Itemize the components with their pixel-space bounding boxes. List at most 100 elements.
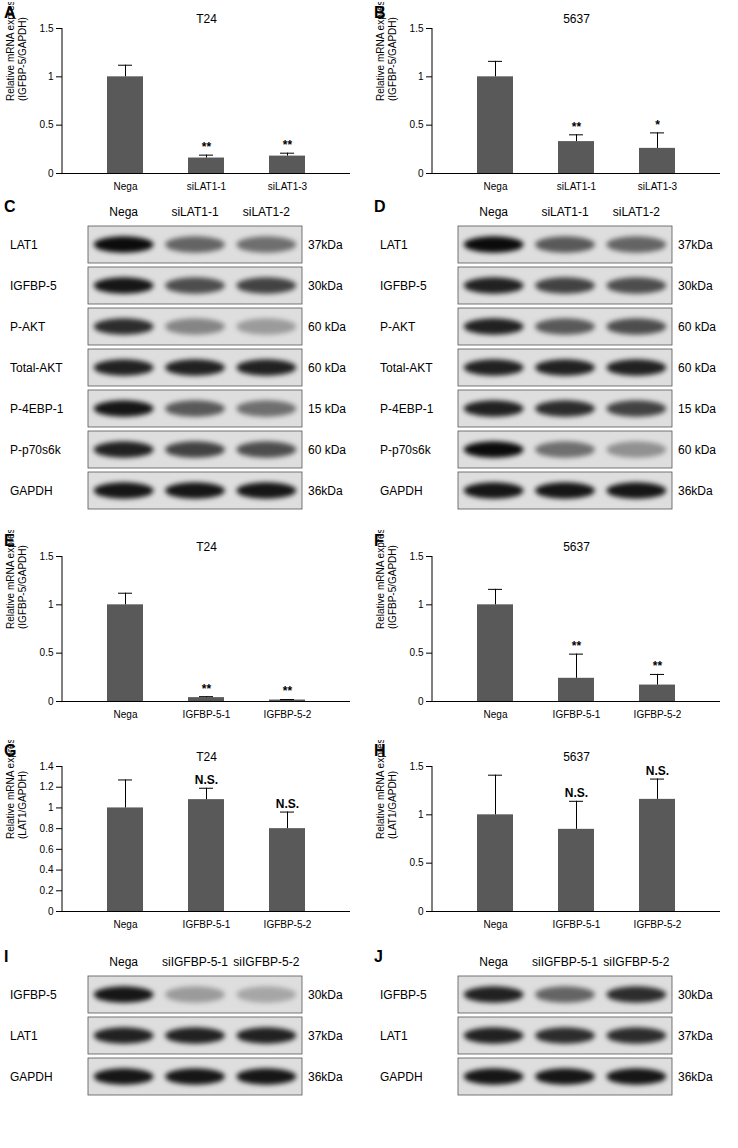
svg-text:0.2: 0.2 — [40, 885, 54, 896]
svg-text:36kDa: 36kDa — [678, 1070, 713, 1084]
svg-text:60 kDa: 60 kDa — [678, 361, 716, 375]
svg-text:5637: 5637 — [563, 750, 590, 764]
svg-text:0: 0 — [418, 168, 424, 179]
svg-text:P-p70s6k: P-p70s6k — [10, 443, 62, 457]
svg-text:**: ** — [202, 682, 212, 696]
svg-text:IGFBP-5-2: IGFBP-5-2 — [264, 919, 312, 930]
svg-text:IGFBP-5-1: IGFBP-5-1 — [553, 919, 601, 930]
svg-text:P-AKT: P-AKT — [380, 320, 416, 334]
svg-text:60 kDa: 60 kDa — [678, 443, 716, 457]
svg-text:LAT1: LAT1 — [10, 238, 38, 252]
svg-text:Nega: Nega — [114, 181, 138, 192]
svg-text:IGFBP-5-2: IGFBP-5-2 — [634, 919, 682, 930]
svg-text:**: ** — [283, 684, 293, 698]
svg-text:Nega: Nega — [484, 919, 508, 930]
svg-text:IGFBP-5-2: IGFBP-5-2 — [634, 709, 682, 720]
svg-text:15 kDa: 15 kDa — [678, 402, 716, 416]
svg-text:0: 0 — [48, 906, 54, 917]
svg-text:Nega: Nega — [484, 709, 508, 720]
svg-text:siLAT1-1: siLAT1-1 — [171, 205, 218, 219]
svg-text:60 kDa: 60 kDa — [308, 443, 346, 457]
svg-text:60 kDa: 60 kDa — [308, 320, 346, 334]
svg-text:siLAT1-3: siLAT1-3 — [268, 181, 308, 192]
svg-text:**: ** — [653, 659, 663, 673]
svg-text:37kDa: 37kDa — [308, 1029, 343, 1043]
svg-text:siLAT1-2: siLAT1-2 — [243, 205, 290, 219]
svg-text:IGFBP-5-1: IGFBP-5-1 — [553, 709, 601, 720]
svg-text:T24: T24 — [196, 750, 217, 764]
svg-text:LAT1: LAT1 — [380, 1029, 408, 1043]
svg-text:30kDa: 30kDa — [308, 988, 343, 1002]
svg-text:P-AKT: P-AKT — [10, 320, 46, 334]
svg-text:0: 0 — [418, 906, 424, 917]
svg-text:*: * — [655, 118, 660, 132]
svg-text:1: 1 — [418, 809, 424, 820]
svg-text:36kDa: 36kDa — [678, 484, 713, 498]
svg-text:Nega: Nega — [109, 205, 138, 219]
svg-text:1.5: 1.5 — [40, 551, 54, 562]
svg-text:siIGFBP-5-2: siIGFBP-5-2 — [603, 955, 669, 969]
svg-text:Total-AKT: Total-AKT — [380, 361, 433, 375]
svg-text:**: ** — [283, 138, 293, 152]
svg-text:P-4EBP-1: P-4EBP-1 — [10, 402, 64, 416]
svg-text:15 kDa: 15 kDa — [308, 402, 346, 416]
svg-text:60 kDa: 60 kDa — [678, 320, 716, 334]
svg-text:0.5: 0.5 — [410, 647, 424, 658]
svg-text:IGFBP-5: IGFBP-5 — [380, 988, 427, 1002]
svg-text:37kDa: 37kDa — [678, 1029, 713, 1043]
svg-text:Nega: Nega — [109, 955, 138, 969]
svg-text:37kDa: 37kDa — [308, 238, 343, 252]
svg-text:Total-AKT: Total-AKT — [10, 361, 63, 375]
svg-text:Nega: Nega — [114, 709, 138, 720]
svg-text:1: 1 — [48, 599, 54, 610]
svg-text:Nega: Nega — [484, 181, 508, 192]
svg-text:Nega: Nega — [479, 955, 508, 969]
svg-text:IGFBP-5: IGFBP-5 — [10, 279, 57, 293]
svg-text:P-p70s6k: P-p70s6k — [380, 443, 432, 457]
svg-text:1.4: 1.4 — [40, 761, 54, 772]
svg-text:N.S.: N.S. — [646, 764, 669, 778]
svg-text:0: 0 — [418, 696, 424, 707]
svg-text:P-4EBP-1: P-4EBP-1 — [380, 402, 434, 416]
svg-text:GAPDH: GAPDH — [380, 1070, 423, 1084]
svg-text:N.S.: N.S. — [565, 786, 588, 800]
svg-text:N.S.: N.S. — [195, 773, 218, 787]
svg-text:1.2: 1.2 — [40, 781, 54, 792]
svg-text:siLAT1-3: siLAT1-3 — [638, 181, 678, 192]
svg-text:0: 0 — [48, 696, 54, 707]
svg-text:60 kDa: 60 kDa — [308, 361, 346, 375]
svg-text:siIGFBP-5-2: siIGFBP-5-2 — [233, 955, 299, 969]
svg-text:1: 1 — [48, 71, 54, 82]
svg-text:IGFBP-5: IGFBP-5 — [380, 279, 427, 293]
svg-text:**: ** — [202, 140, 212, 154]
svg-text:GAPDH: GAPDH — [380, 484, 423, 498]
svg-text:0.5: 0.5 — [40, 647, 54, 658]
svg-text:IGFBP-5-1: IGFBP-5-1 — [183, 709, 231, 720]
svg-text:T24: T24 — [196, 12, 217, 26]
svg-text:30kDa: 30kDa — [678, 988, 713, 1002]
svg-text:T24: T24 — [196, 540, 217, 554]
svg-text:N.S.: N.S. — [276, 797, 299, 811]
svg-text:36kDa: 36kDa — [308, 484, 343, 498]
svg-text:siIGFBP-5-1: siIGFBP-5-1 — [162, 955, 228, 969]
svg-text:30kDa: 30kDa — [678, 279, 713, 293]
svg-text:**: ** — [572, 639, 582, 653]
svg-text:0.8: 0.8 — [40, 823, 54, 834]
svg-text:1.5: 1.5 — [40, 23, 54, 34]
svg-text:36kDa: 36kDa — [308, 1070, 343, 1084]
svg-text:1.5: 1.5 — [410, 761, 424, 772]
svg-text:1: 1 — [418, 599, 424, 610]
svg-text:IGFBP-5-2: IGFBP-5-2 — [264, 709, 312, 720]
svg-text:siLAT1-2: siLAT1-2 — [613, 205, 660, 219]
svg-text:LAT1: LAT1 — [380, 238, 408, 252]
svg-text:**: ** — [572, 120, 582, 134]
svg-text:GAPDH: GAPDH — [10, 1070, 53, 1084]
svg-text:siLAT1-1: siLAT1-1 — [541, 205, 588, 219]
svg-text:30kDa: 30kDa — [308, 279, 343, 293]
svg-text:37kDa: 37kDa — [678, 238, 713, 252]
svg-text:5637: 5637 — [563, 12, 590, 26]
svg-text:Nega: Nega — [479, 205, 508, 219]
svg-text:GAPDH: GAPDH — [10, 484, 53, 498]
svg-text:0: 0 — [48, 168, 54, 179]
svg-text:siIGFBP-5-1: siIGFBP-5-1 — [532, 955, 598, 969]
